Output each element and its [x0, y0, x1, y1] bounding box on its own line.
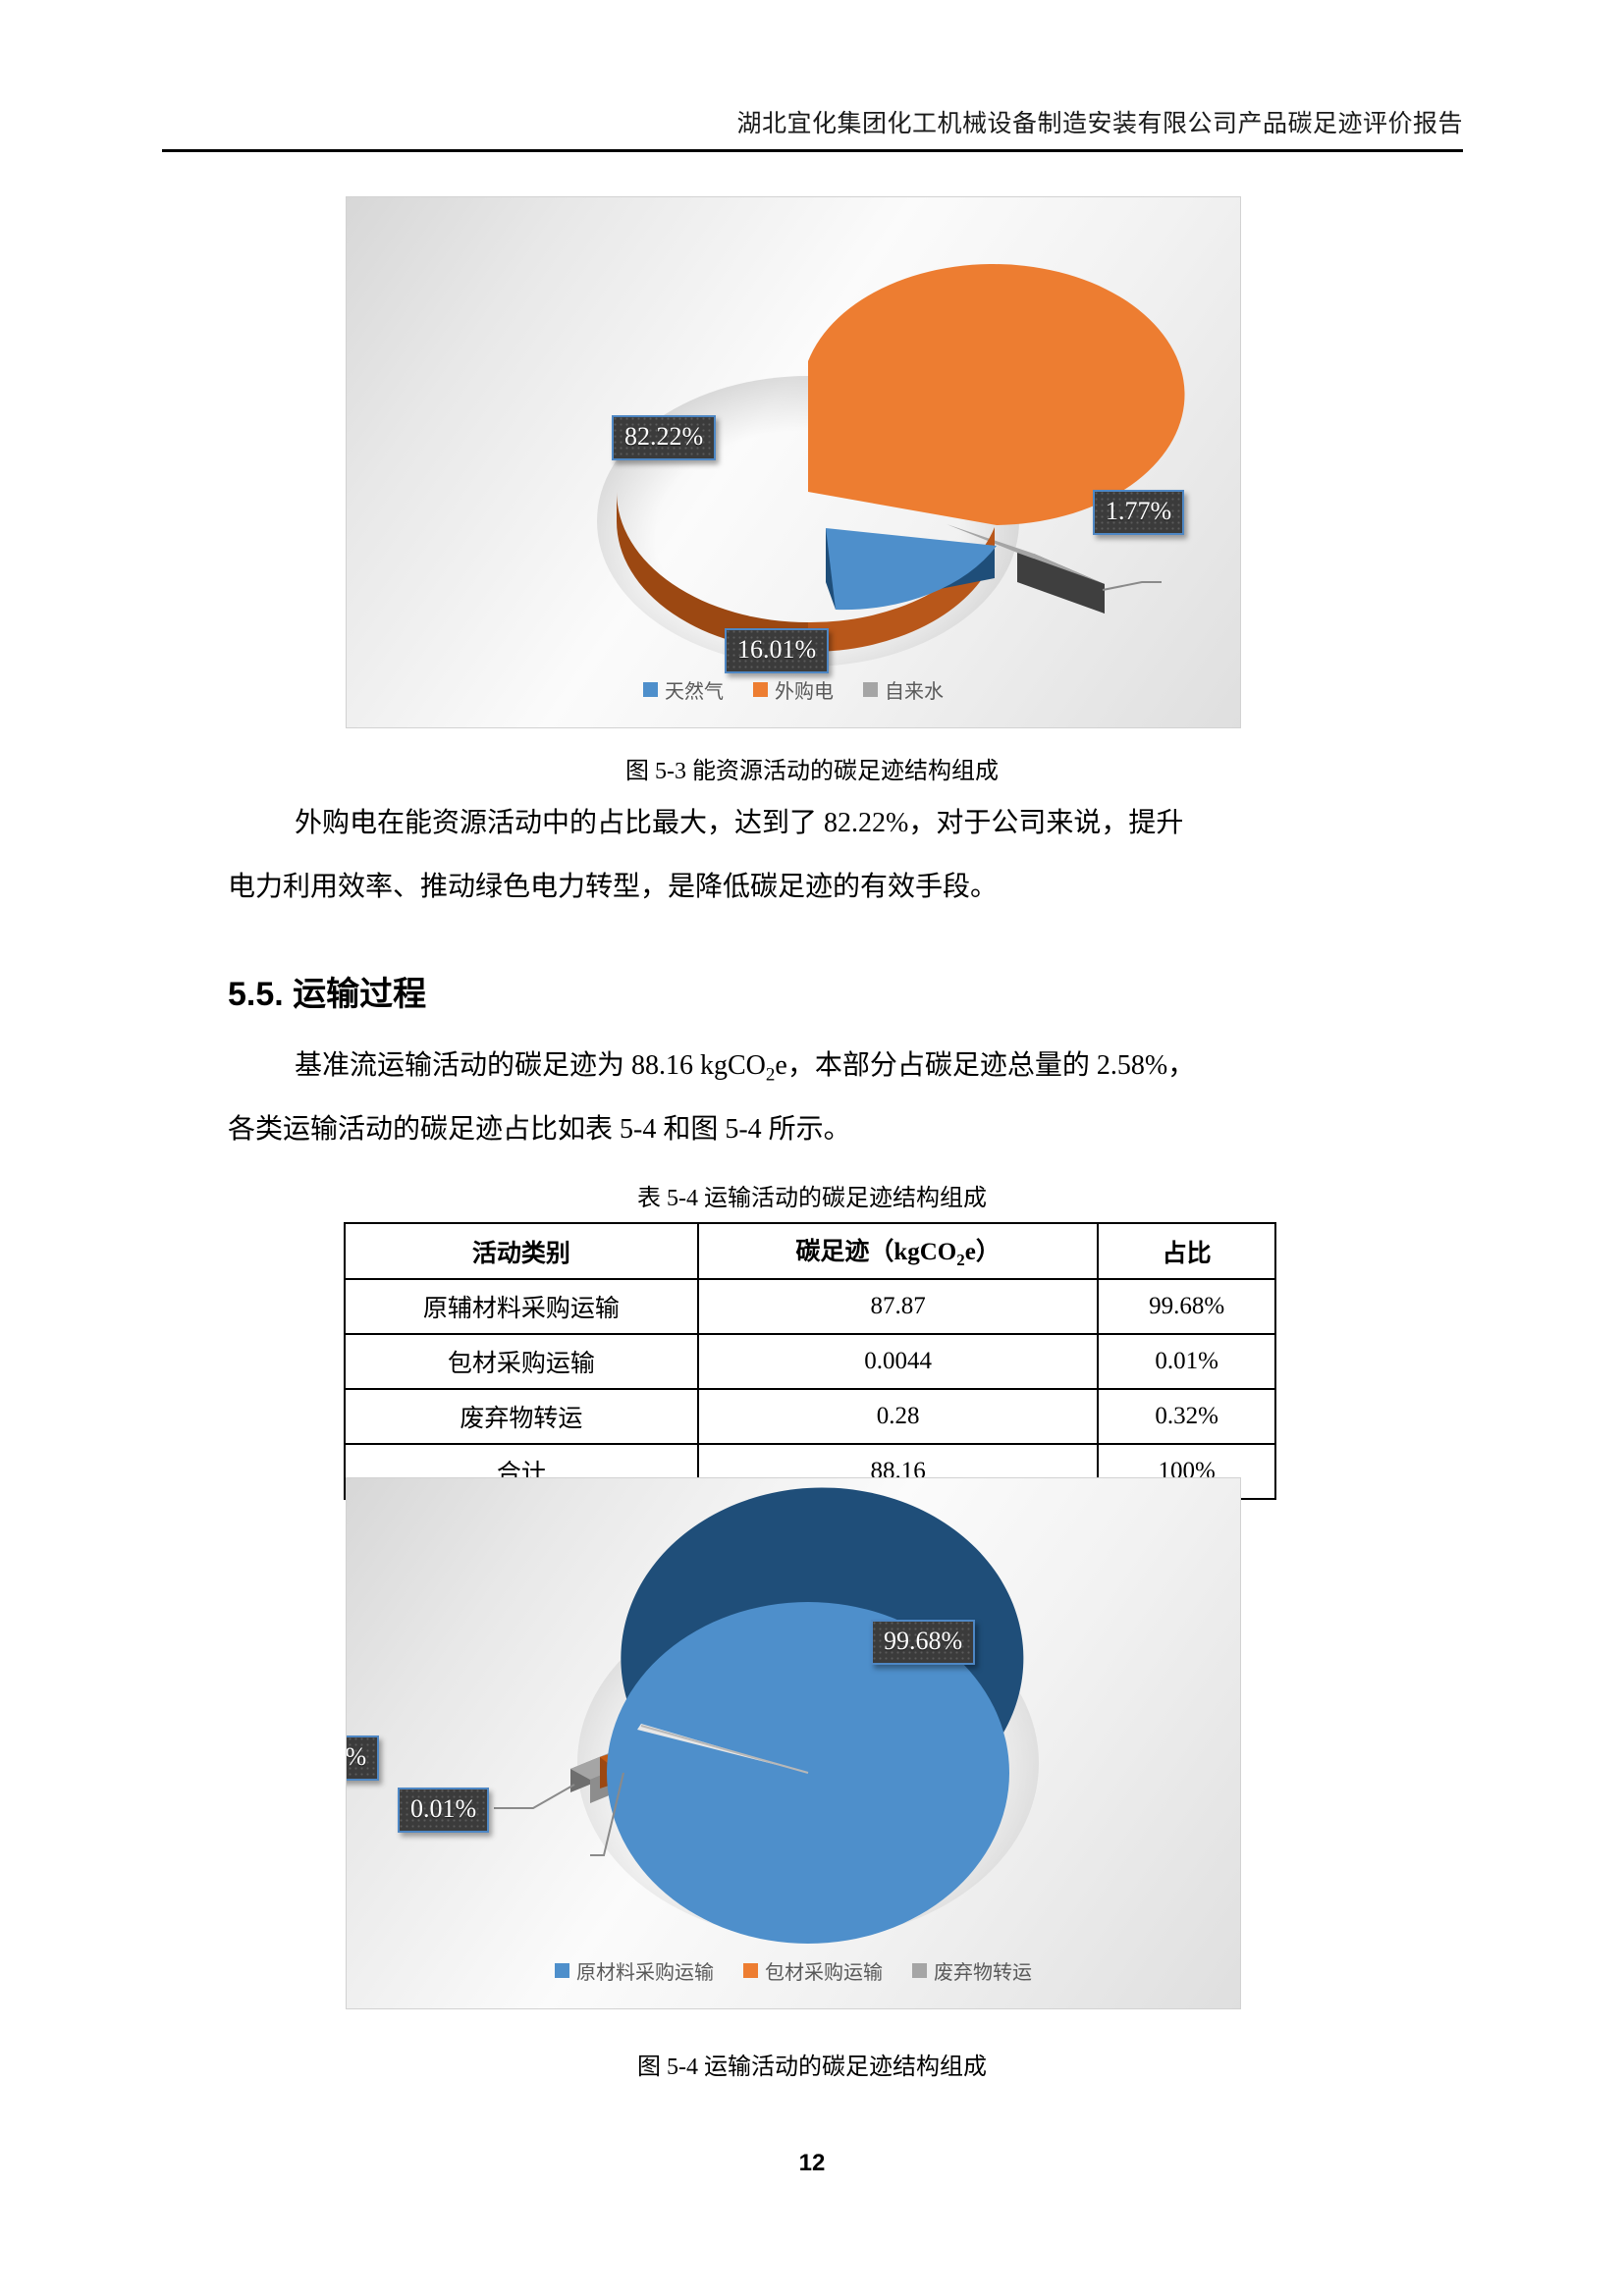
page-header: 湖北宜化集团化工机械设备制造安装有限公司产品碳足迹评价报告: [162, 110, 1463, 139]
table-header-row: 活动类别 碳足迹（kgCO2e） 占比: [344, 1222, 1276, 1280]
legend-label-waste: 废弃物转运: [934, 1962, 1032, 1984]
paragraph-2-line-2: 各类运输活动的碳足迹占比如表 5-4 和图 5-4 所示。: [228, 1114, 851, 1145]
legend-swatch-tap-water: [863, 682, 878, 697]
table-row: 废弃物转运 0.28 0.32%: [344, 1388, 1276, 1445]
page-number: 12: [798, 2150, 826, 2176]
table-header-footprint-sub: 2: [956, 1251, 965, 1269]
table-5-4: 活动类别 碳足迹（kgCO2e） 占比 原辅材料采购运输 87.87 99.68…: [344, 1222, 1276, 1500]
slice-top-gas: [826, 528, 997, 611]
paragraph-2-line-1: 基准流运输活动的碳足迹为 88.16 kgCO2e，本部分占碳足迹总量的 2.5…: [295, 1052, 1195, 1085]
table-header-category: 活动类别: [344, 1222, 699, 1280]
section-number: 5.5.: [228, 976, 284, 1013]
pie-label-natural-gas: 16.01%: [725, 628, 830, 673]
legend-swatch-packaging: [743, 1963, 758, 1978]
legend-energy: 天然气 外购电 自来水: [347, 675, 1240, 704]
table-row: 原辅材料采购运输 87.87 99.68%: [344, 1278, 1276, 1335]
legend-label-natural-gas: 天然气: [665, 681, 724, 703]
pie-chart-transport: [494, 1487, 1039, 1944]
legend-swatch-waste: [912, 1963, 927, 1978]
pie-label-tap-water: 1.77%: [1093, 490, 1185, 535]
slice-depth-electricity-right: [808, 527, 995, 653]
legend-label-raw-material: 原材料采购运输: [576, 1962, 714, 1984]
legend-item-electricity[interactable]: 外购电: [753, 675, 834, 704]
header-title: 湖北宜化集团化工机械设备制造安装有限公司产品碳足迹评价报告: [736, 111, 1463, 137]
section-heading-5-5: 5.5. 运输过程: [228, 967, 426, 1015]
leader-line-tap-water: [1102, 581, 1162, 591]
table-cell-share: 0.32%: [1097, 1388, 1276, 1445]
slice-top-tap-water: [947, 524, 1105, 584]
legend-item-tap-water[interactable]: 自来水: [863, 675, 944, 704]
legend-transport: 原材料采购运输 包材采购运输 废弃物转运: [347, 1956, 1240, 1985]
table-cell-category: 包材采购运输: [344, 1333, 699, 1390]
table-row: 包材采购运输 0.0044 0.01%: [344, 1333, 1276, 1390]
pie-label-electricity: 82.22%: [612, 415, 717, 460]
paragraph-2-subscript: 2: [765, 1064, 776, 1086]
legend-swatch-electricity: [753, 682, 768, 697]
table-header-footprint-a: 碳足迹（kgCO: [795, 1239, 957, 1265]
figure-5-3-chart: 82.22% 16.01% 1.77% 天然气 外购电 自来水: [346, 196, 1241, 728]
paragraph-1-line-1: 外购电在能资源活动中的占比最大，达到了 82.22%，对于公司来说，提升: [295, 808, 1184, 838]
table-header-footprint: 碳足迹（kgCO2e）: [696, 1222, 1100, 1280]
table-cell-footprint: 0.0044: [696, 1333, 1100, 1390]
figure-5-4-caption: 图 5-4 运输活动的碳足迹结构组成: [637, 2055, 987, 2080]
paragraph-2-line-1-part-b: e，本部分占碳足迹总量的 2.58%，: [775, 1050, 1196, 1081]
table-header-share: 占比: [1097, 1222, 1276, 1280]
slice-side-tap-water: [1017, 553, 1105, 614]
figure-5-3-caption: 图 5-3 能资源活动的碳足迹结构组成: [625, 759, 999, 784]
table-cell-share: 0.01%: [1097, 1333, 1276, 1390]
table-cell-share: 99.68%: [1097, 1278, 1276, 1335]
table-5-4-caption: 表 5-4 运输活动的碳足迹结构组成: [637, 1186, 987, 1211]
figure-5-4-chart: 99.68% 0.32% 0.01% 原材料采购运输 包材采购运输 废弃物转运: [346, 1477, 1241, 2009]
legend-item-natural-gas[interactable]: 天然气: [643, 675, 724, 704]
legend-label-tap-water: 自来水: [885, 681, 944, 703]
leader-line-packaging: [590, 1772, 624, 1856]
leader-line-waste: [494, 1784, 575, 1809]
table-header-footprint-b: e）: [964, 1239, 1001, 1265]
pie-label-waste: 0.32%: [347, 1735, 380, 1781]
slice-boundary: [640, 1725, 809, 1774]
table-cell-category: 废弃物转运: [344, 1388, 699, 1445]
legend-swatch-raw-material: [555, 1963, 569, 1978]
legend-item-raw-material[interactable]: 原材料采购运输: [555, 1956, 714, 1985]
table-cell-footprint: 87.87: [696, 1278, 1100, 1335]
legend-item-packaging[interactable]: 包材采购运输: [743, 1956, 883, 1985]
legend-label-packaging: 包材采购运输: [765, 1962, 883, 1984]
table-cell-category: 原辅材料采购运输: [344, 1278, 699, 1335]
paragraph-1-line-2: 电力利用效率、推动绿色电力转型，是降低碳足迹的有效手段。: [228, 872, 999, 902]
header-divider: [162, 149, 1463, 152]
legend-item-waste[interactable]: 废弃物转运: [912, 1956, 1032, 1985]
legend-swatch-natural-gas: [643, 682, 658, 697]
slice-top-electricity: [808, 264, 1185, 525]
pie-label-packaging: 0.01%: [398, 1788, 490, 1833]
table-cell-footprint: 0.28: [696, 1388, 1100, 1445]
legend-label-electricity: 外购电: [775, 681, 834, 703]
pie-label-raw-material: 99.68%: [871, 1620, 976, 1665]
section-title: 运输过程: [293, 976, 427, 1013]
paragraph-2-line-1-part-a: 基准流运输活动的碳足迹为 88.16 kgCO: [295, 1050, 766, 1081]
